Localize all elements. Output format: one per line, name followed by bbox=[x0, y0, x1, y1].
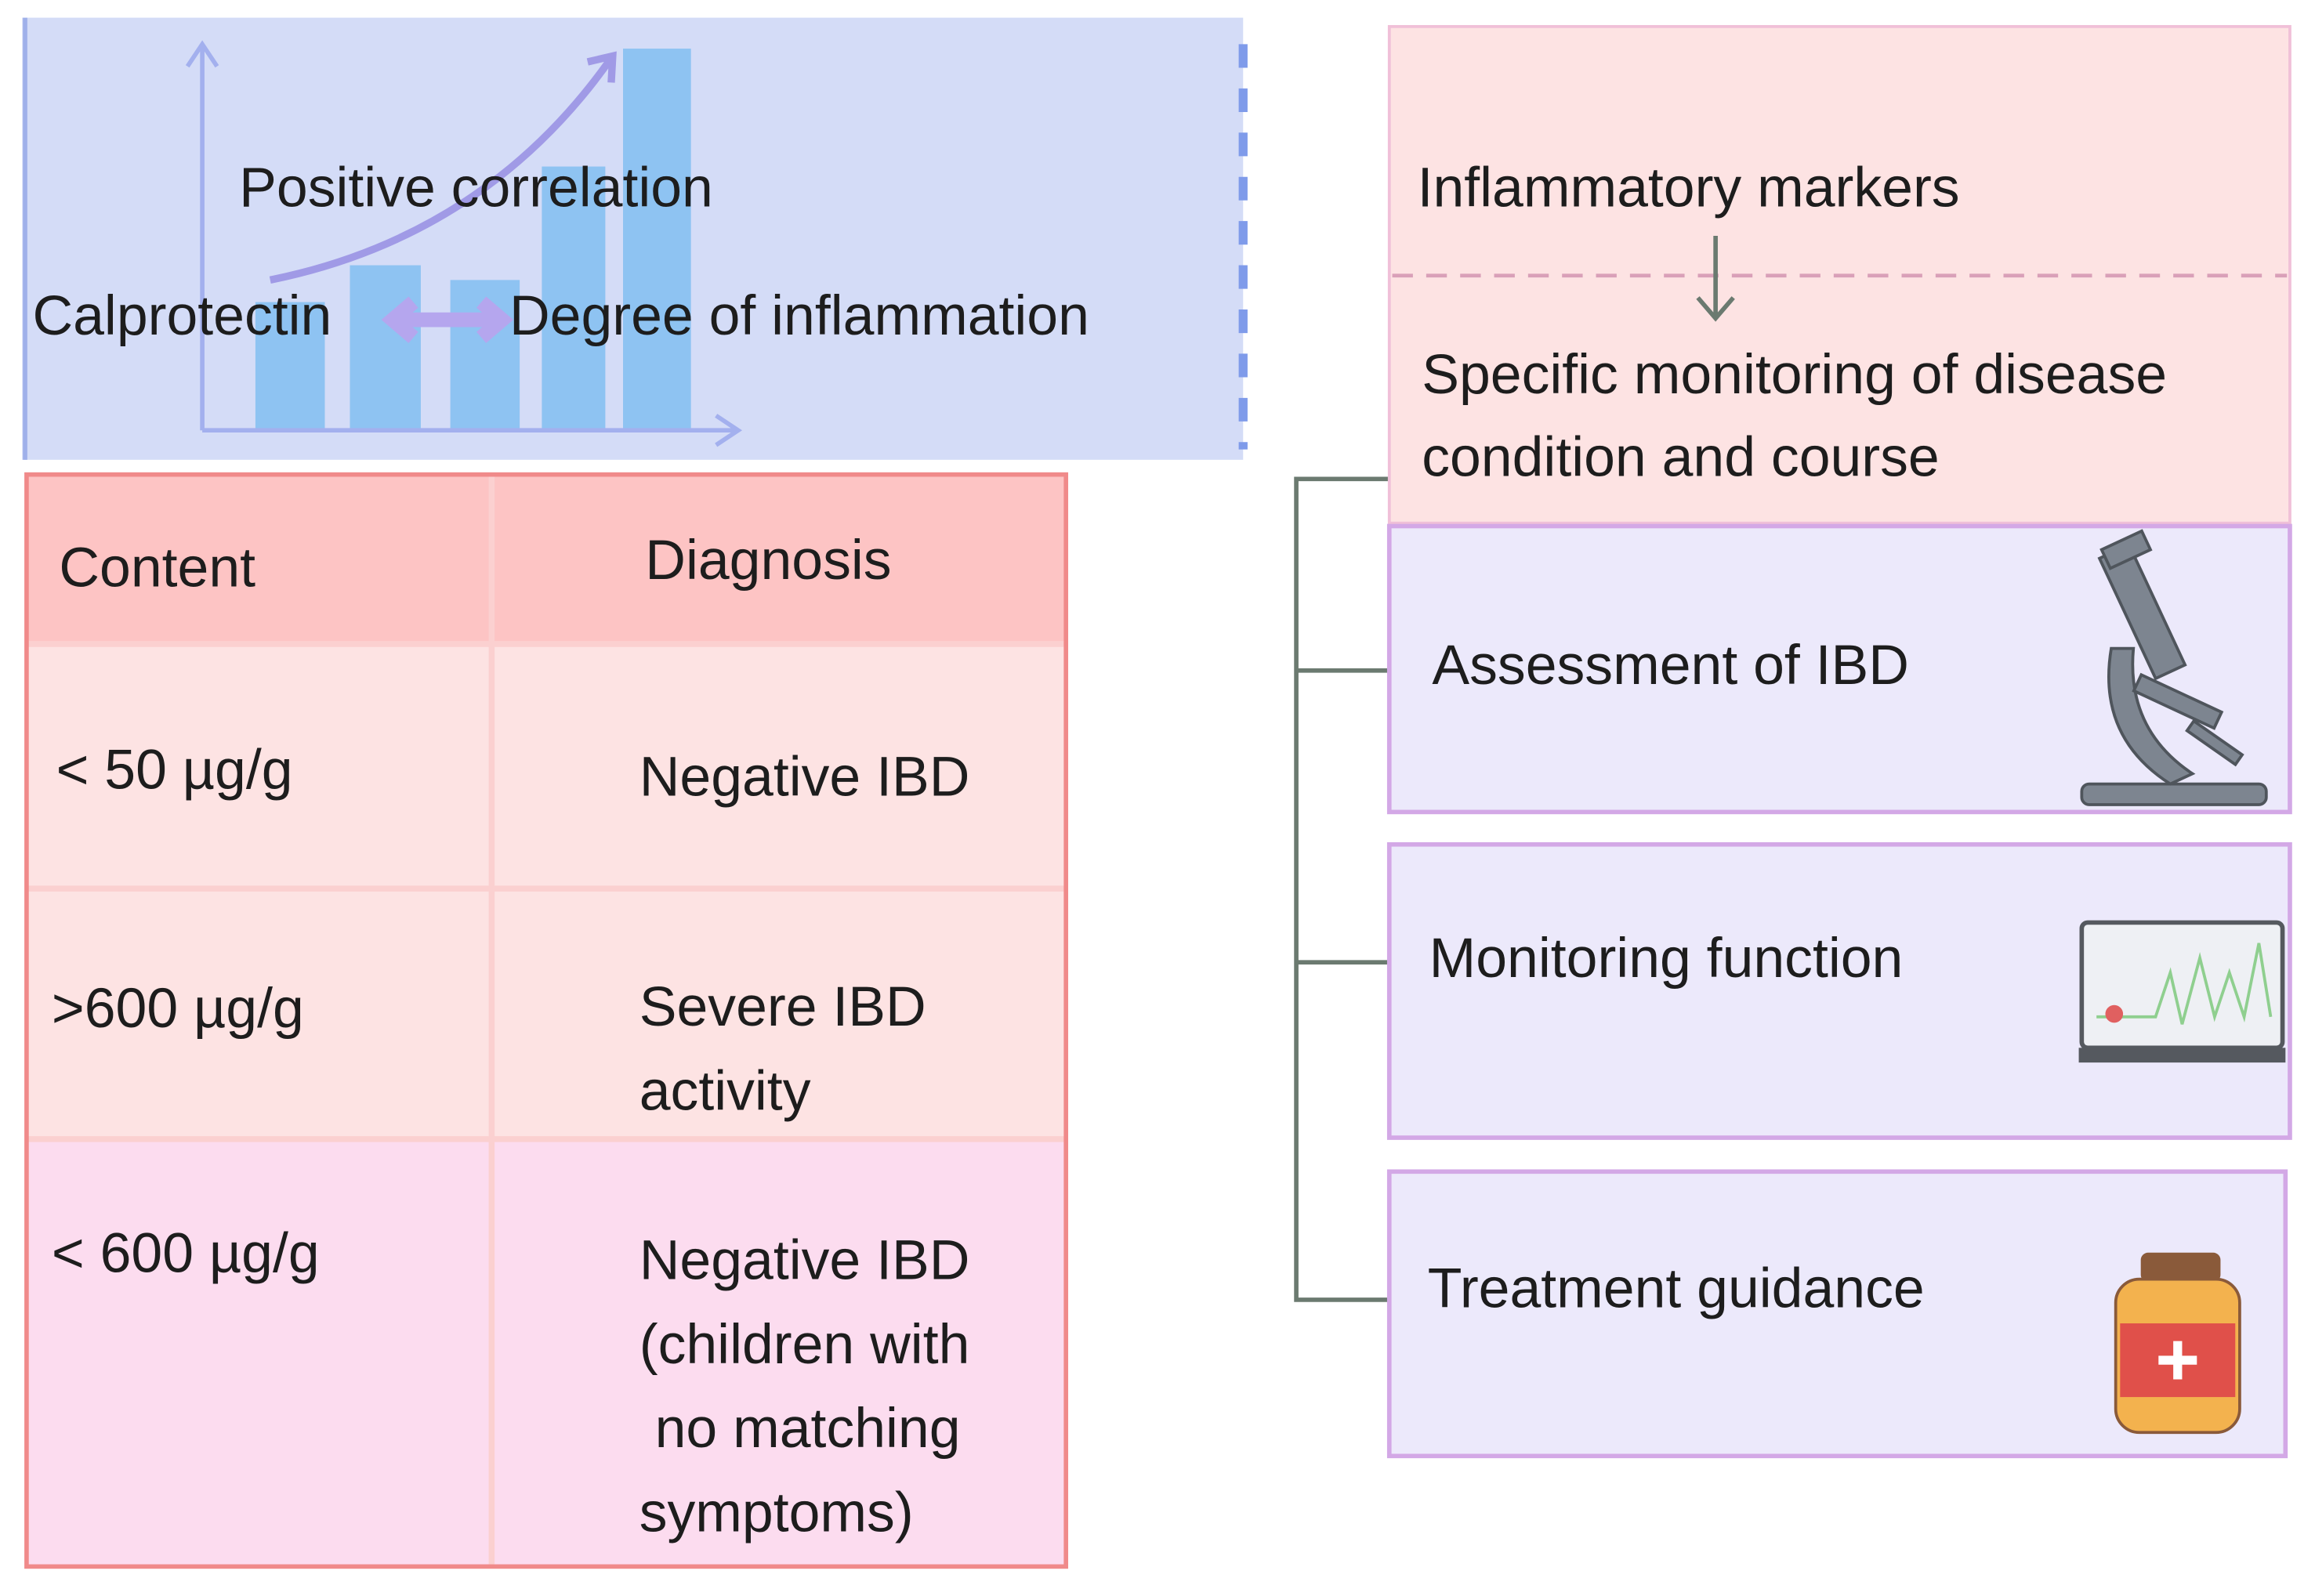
table-cell: Negative IBD bbox=[639, 746, 970, 809]
markers-subtitle: Specific monitoring of disease bbox=[1422, 343, 2167, 406]
table-border bbox=[24, 472, 1069, 1569]
correlation-label: Positive correlation bbox=[239, 156, 713, 219]
table-cell: activity bbox=[639, 1059, 811, 1122]
table-cell: >600 µg/g bbox=[52, 977, 304, 1040]
double-arrow bbox=[381, 296, 514, 343]
decor-curve bbox=[269, 51, 617, 284]
table-header-bg bbox=[26, 474, 1067, 644]
microscope-icon bbox=[2080, 529, 2268, 806]
markers-title: Inflammatory markers bbox=[1418, 156, 1960, 219]
item-label: Treatment guidance bbox=[1428, 1257, 1925, 1319]
table-header: Diagnosis bbox=[645, 529, 891, 592]
table-cell: Negative IBD bbox=[639, 1229, 970, 1292]
bottle-icon bbox=[2114, 1252, 2241, 1435]
table-cell: < 600 µg/g bbox=[52, 1221, 320, 1284]
table-cell: symptoms) bbox=[639, 1481, 914, 1544]
table-header: Content bbox=[59, 537, 255, 599]
table-row-bg bbox=[26, 1138, 1067, 1567]
item-label: Monitoring function bbox=[1429, 927, 1904, 990]
table-cell: (children with bbox=[639, 1313, 970, 1376]
markers-subtitle: condition and course bbox=[1422, 426, 1940, 489]
correlation-right: Degree of inflammation bbox=[509, 284, 1089, 347]
decor-bars bbox=[255, 49, 691, 431]
bracket bbox=[1294, 476, 1389, 1302]
table-cell: < 50 µg/g bbox=[56, 738, 293, 801]
table-cell: no matching bbox=[639, 1397, 961, 1460]
table: Content Diagnosis < 50 µg/g Negative IBD… bbox=[24, 472, 1069, 1569]
table-grid bbox=[26, 474, 1067, 1567]
monitor-icon bbox=[2078, 920, 2286, 1063]
correlation-panel: Positive correlation Calprotectin Degree… bbox=[22, 17, 1248, 460]
table-cell: Severe IBD bbox=[639, 975, 926, 1038]
decor-axes bbox=[185, 40, 743, 447]
item-label: Assessment of IBD bbox=[1432, 634, 1909, 697]
arrow bbox=[1696, 235, 1735, 322]
correlation-left: Calprotectin bbox=[32, 284, 331, 347]
markers: Inflammatory markers Specific monitoring… bbox=[1294, 24, 2292, 1459]
